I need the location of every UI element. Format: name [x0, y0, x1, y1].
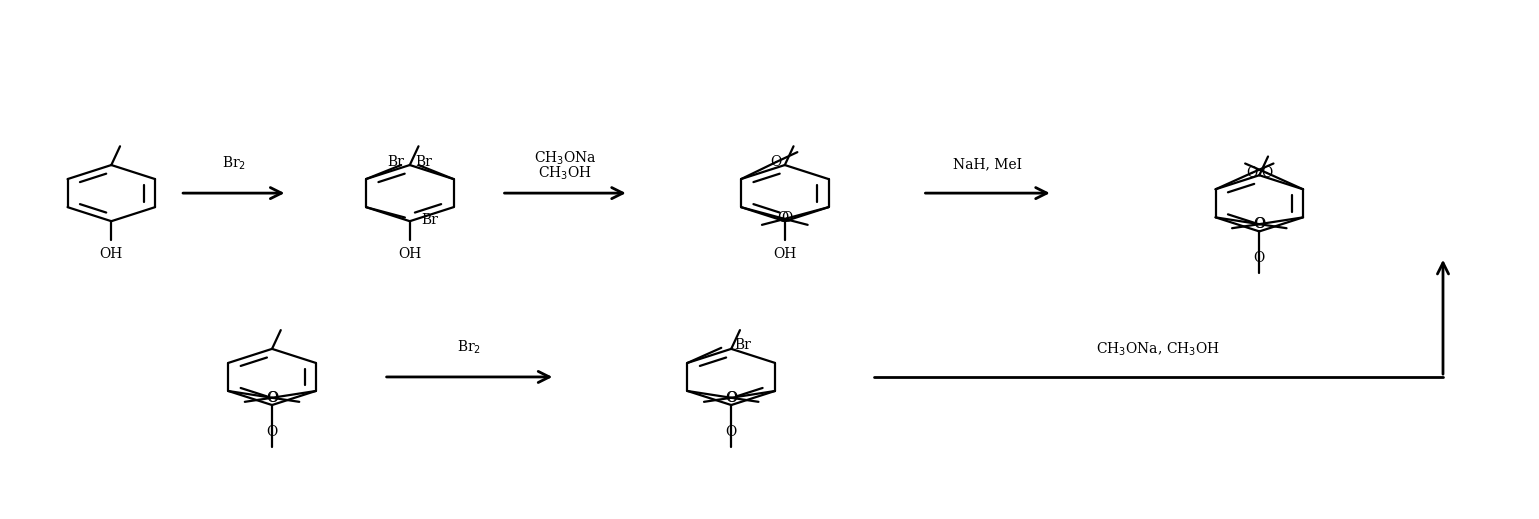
Text: Br: Br [734, 338, 751, 352]
Text: O: O [771, 155, 782, 169]
Text: Br: Br [422, 213, 439, 227]
Text: O: O [268, 391, 279, 405]
Text: Br$_2$: Br$_2$ [457, 338, 482, 356]
Text: O: O [726, 391, 737, 405]
Text: O: O [725, 391, 736, 405]
Text: O: O [782, 211, 793, 225]
Text: Br: Br [416, 155, 432, 169]
Text: CH$_3$OH: CH$_3$OH [539, 165, 593, 182]
Text: O: O [1254, 217, 1265, 231]
Text: O: O [1254, 251, 1265, 265]
Text: OH: OH [100, 247, 123, 261]
Text: O: O [1247, 166, 1257, 180]
Text: CH$_3$ONa, CH$_3$OH: CH$_3$ONa, CH$_3$OH [1096, 340, 1220, 358]
Text: Br: Br [388, 155, 405, 169]
Text: OH: OH [773, 247, 796, 261]
Text: OH: OH [399, 247, 422, 261]
Text: NaH, MeI: NaH, MeI [953, 158, 1022, 172]
Text: O: O [777, 211, 788, 225]
Text: O: O [725, 425, 737, 439]
Text: O: O [1262, 166, 1273, 180]
Text: O: O [266, 425, 277, 439]
Text: CH$_3$ONa: CH$_3$ONa [534, 149, 597, 167]
Text: O: O [266, 391, 277, 405]
Text: O: O [1253, 217, 1265, 231]
Text: Br$_2$: Br$_2$ [222, 154, 246, 172]
